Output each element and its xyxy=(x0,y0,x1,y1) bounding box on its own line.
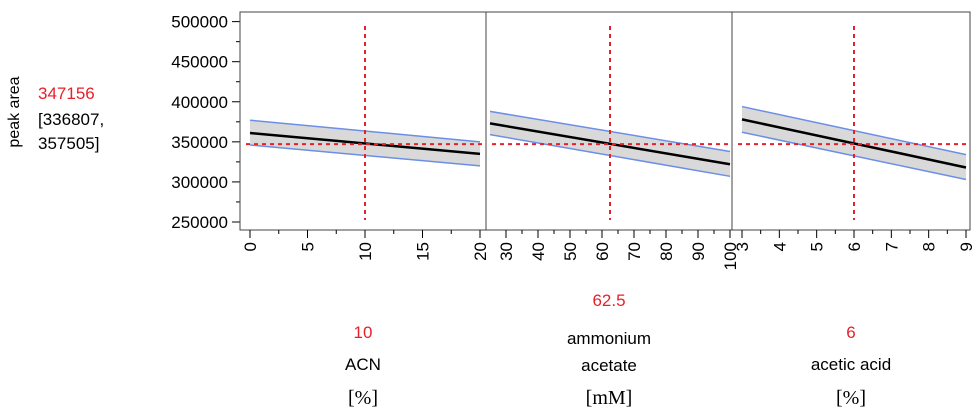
prediction-line xyxy=(489,122,731,166)
panel-frame xyxy=(239,11,487,231)
y-tick-label: 400000 xyxy=(171,93,228,112)
factor-unit: [mM] xyxy=(586,387,633,409)
x-tick-label: 20 xyxy=(471,242,490,261)
y-axis: 500000 450000 400000 350000 300000 250000 xyxy=(171,12,241,232)
x-tick-label: 90 xyxy=(689,242,708,261)
x-tick-label: 60 xyxy=(593,242,612,261)
y-tick-label: 450000 xyxy=(171,53,228,72)
x-tick-label: 5 xyxy=(808,242,827,251)
y-tick-label: 500000 xyxy=(171,13,228,32)
x-tick-label: 0 xyxy=(241,242,260,251)
response-current-value: 347156 xyxy=(38,84,95,103)
response-ci-upper: 357505] xyxy=(38,134,99,153)
factor-name: acetic acid xyxy=(811,355,891,374)
factor-current-value[interactable]: 62.5 xyxy=(592,291,625,310)
x-tick-label: 50 xyxy=(561,242,580,261)
x-tick-label: 6 xyxy=(845,242,864,251)
factor-name: ammonium xyxy=(567,329,651,348)
factor-name: acetate xyxy=(581,356,637,375)
x-tick-label: 10 xyxy=(356,242,375,261)
panel-ACN: 0 5 10 15 20 10 ACN [%] xyxy=(239,11,490,409)
y-tick-label: 300000 xyxy=(171,173,228,192)
response-ci-lower: [336807, xyxy=(38,110,104,129)
x-tick-label: 80 xyxy=(657,242,676,261)
factor-current-value[interactable]: 10 xyxy=(354,323,373,342)
factor-unit: [%] xyxy=(348,387,378,409)
panel-acetic-acid: 3 4 5 6 7 8 9 6 acetic acid [%] xyxy=(731,11,976,409)
prediction-line xyxy=(249,131,481,156)
x-tick-label: 3 xyxy=(733,242,752,251)
x-tick-label: 40 xyxy=(529,242,548,261)
x-tick-label: 7 xyxy=(882,242,901,251)
x-tick-label: 9 xyxy=(957,242,976,251)
x-tick-label: 8 xyxy=(920,242,939,251)
profiler-panels: 0 5 10 15 20 10 ACN [%] 30 40 50 60 70 80 90 100 62.5 amm… xyxy=(239,11,976,409)
factor-name: ACN xyxy=(345,355,381,374)
x-tick-label: 30 xyxy=(497,242,516,261)
x-tick-label: 15 xyxy=(414,242,433,261)
panel-frame xyxy=(731,11,971,231)
y-tick-label: 350000 xyxy=(171,133,228,152)
y-axis-label: peak area xyxy=(6,76,23,147)
y-tick-label: 250000 xyxy=(171,213,228,232)
panel-ammonium-acetate: 30 40 50 60 70 80 90 100 62.5 ammonium acetate [mM] xyxy=(485,11,740,409)
x-tick-label: 5 xyxy=(299,242,318,251)
x-tick-label: 4 xyxy=(770,242,789,251)
factor-current-value[interactable]: 6 xyxy=(846,323,855,342)
factor-unit: [%] xyxy=(836,387,866,409)
x-tick-label: 70 xyxy=(625,242,644,261)
x-tick-label: 100 xyxy=(721,242,740,270)
